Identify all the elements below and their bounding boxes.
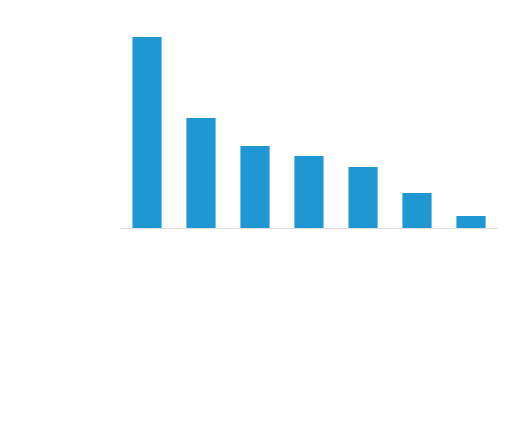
bar (186, 118, 216, 228)
bar (402, 193, 432, 228)
bar (456, 216, 486, 228)
bar (132, 37, 162, 228)
bar (294, 156, 324, 228)
bar (240, 146, 270, 228)
bar (348, 167, 378, 228)
